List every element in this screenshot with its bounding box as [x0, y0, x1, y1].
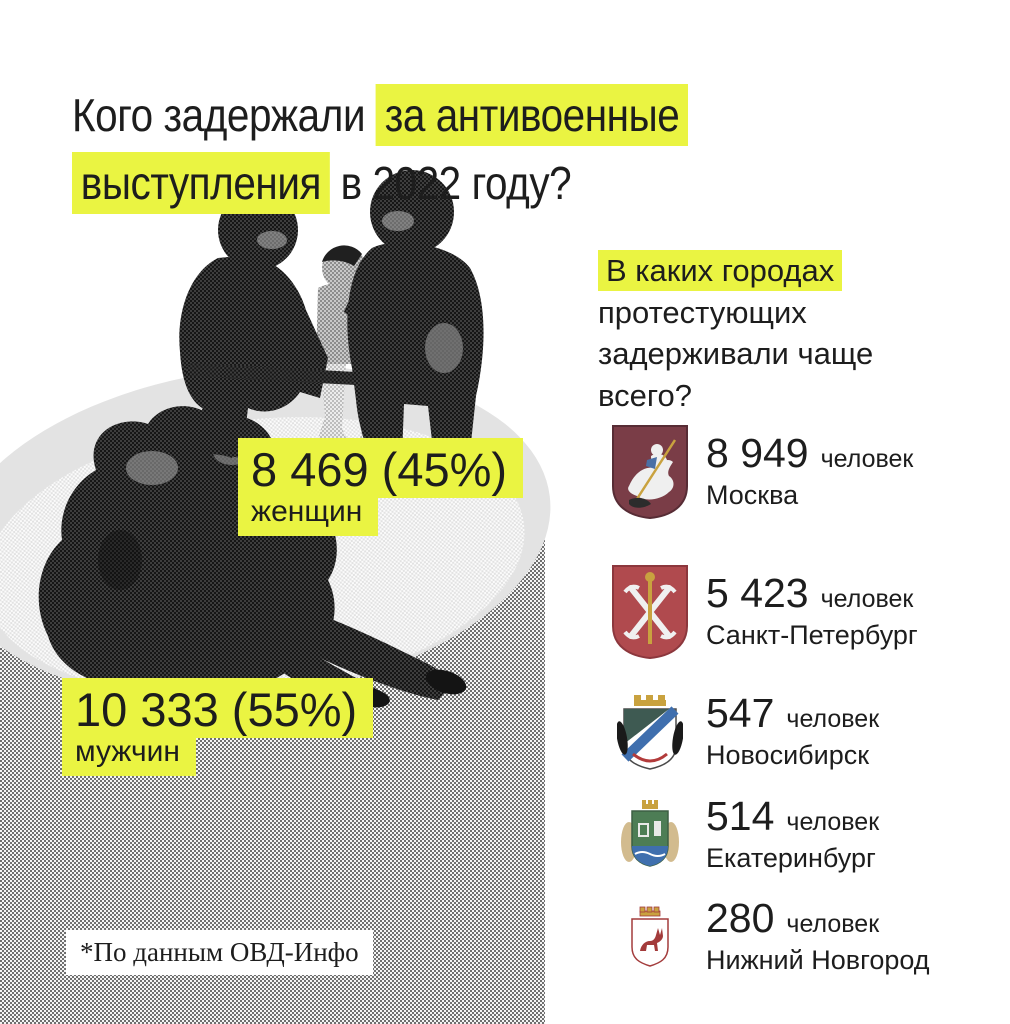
- title-line-1: Кого задержали за антивоенные: [72, 81, 689, 149]
- title-line-2: выступления в 2022 году?: [72, 149, 688, 217]
- city-name: Екатеринбург: [706, 843, 876, 873]
- city-row-nizhny-novgorod: 280 человек Нижний Новгород: [600, 898, 930, 976]
- spb-crest-icon: [600, 564, 700, 660]
- city-unit: человек: [820, 585, 914, 614]
- city-value: 5 423: [706, 570, 809, 617]
- question-highlight: В каких городах: [598, 250, 843, 291]
- city-value: 514: [706, 793, 775, 839]
- title-highlight-2: выступления: [72, 151, 330, 214]
- city-name: Новосибирск: [706, 740, 870, 771]
- baton-shape: [186, 363, 376, 386]
- city-name: Санкт-Петербург: [706, 620, 918, 651]
- novosibirsk-crest-icon: [600, 692, 700, 772]
- city-row-spb: 5 423 человек Санкт-Петербург: [600, 564, 918, 660]
- city-row-ekaterinburg: 514 человек Екатеринбург: [600, 796, 879, 874]
- source-footnote: *По данным ОВД-Инфо: [66, 930, 373, 975]
- city-unit: человек: [820, 445, 914, 474]
- city-value: 280: [706, 895, 775, 941]
- men-stat-word: мужчин: [62, 737, 196, 776]
- women-stat-value: 8 469 (45%): [238, 438, 524, 498]
- city-row-novosibirsk: 547 человек Новосибирск: [600, 692, 879, 772]
- city-unit: человек: [786, 910, 880, 938]
- moscow-crest-icon: [600, 424, 700, 520]
- city-name: Нижний Новгород: [706, 945, 930, 975]
- city-value: 547: [706, 690, 775, 737]
- question-rest: протестующих задерживали чаще всего?: [598, 294, 874, 413]
- city-row-moscow: 8 949 человек Москва: [600, 424, 913, 520]
- city-unit: человек: [786, 808, 880, 836]
- city-value: 8 949: [706, 430, 809, 477]
- city-name: Москва: [706, 480, 799, 511]
- cities-question: В каких городах протестующих задерживали…: [598, 250, 918, 416]
- ekaterinburg-crest-icon: [600, 798, 700, 872]
- men-stat-value: 10 333 (55%): [62, 678, 374, 738]
- women-stat-word: женщин: [238, 497, 379, 536]
- standing-police-and-detainee-figures: [179, 170, 484, 465]
- title-pre: Кого задержали: [72, 88, 366, 141]
- page-title: Кого задержали за антивоенные выступлени…: [72, 81, 689, 217]
- men-stat-label: 10 333 (55%) мужчин: [62, 678, 374, 776]
- nizhny-novgorod-crest-icon: [600, 905, 700, 969]
- women-stat-label: 8 469 (45%) женщин: [238, 438, 524, 536]
- city-unit: человек: [786, 705, 880, 734]
- title-highlight-1: за антивоенные: [375, 83, 689, 146]
- title-post: в 2022 году?: [340, 156, 572, 209]
